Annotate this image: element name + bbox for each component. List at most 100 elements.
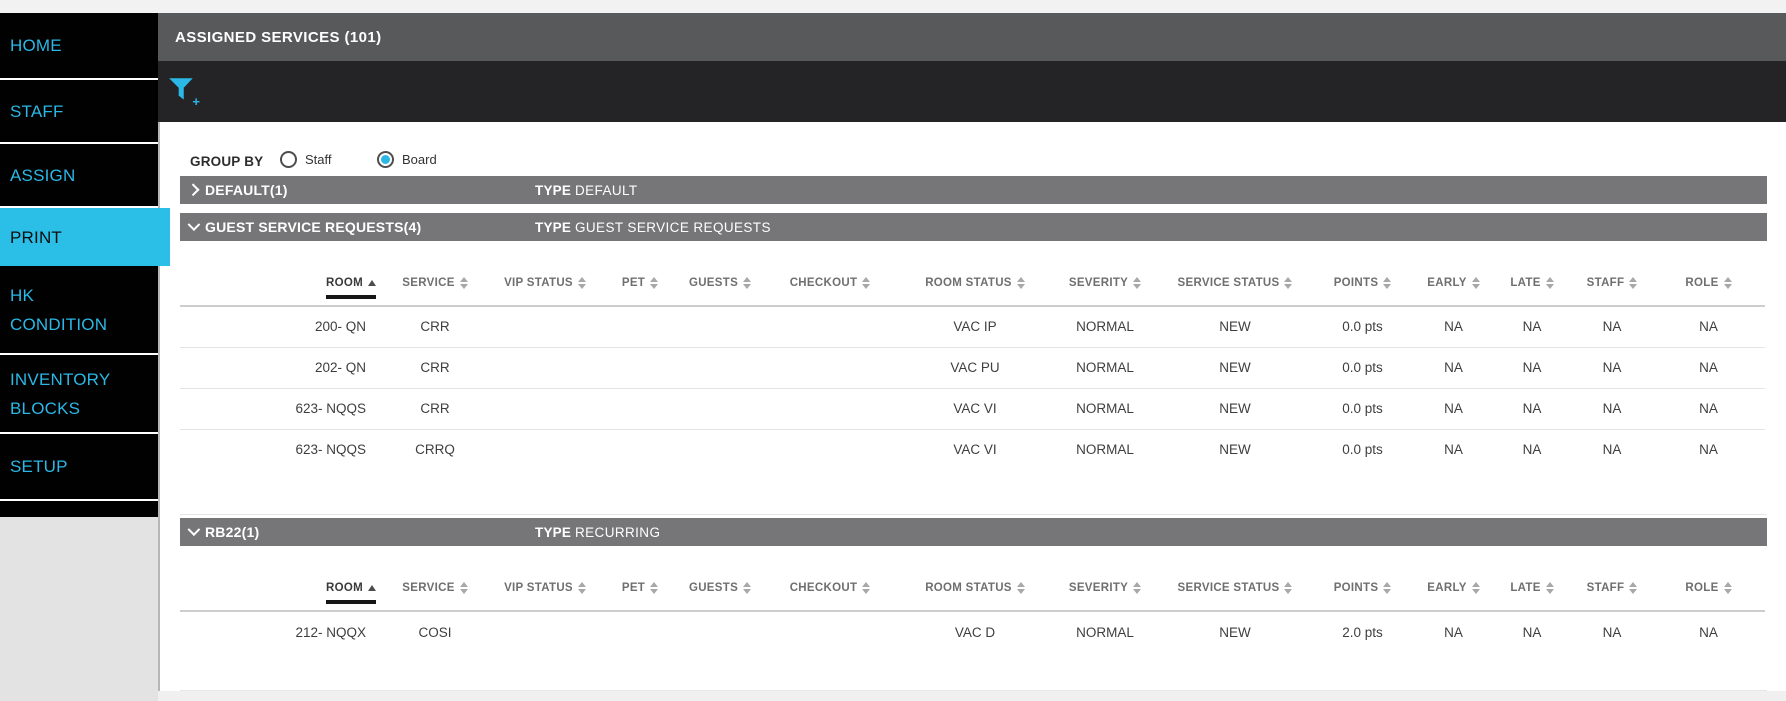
sidebar-item-home[interactable]: HOME <box>0 13 158 78</box>
column-header-room[interactable]: ROOM <box>180 241 380 306</box>
column-header-staff[interactable]: STAFF <box>1572 241 1652 306</box>
column-header-early[interactable]: EARLY <box>1415 546 1492 611</box>
cell-role: NA <box>1652 428 1765 470</box>
sidebar-item-print[interactable]: PRINT <box>0 208 170 266</box>
sort-icon <box>1016 582 1025 594</box>
column-header-checkout[interactable]: CHECKOUT <box>760 241 900 306</box>
cell-vip_status <box>490 610 600 652</box>
sort-icon <box>1471 277 1480 289</box>
column-header-staff[interactable]: STAFF <box>1572 546 1652 611</box>
sidebar-divider <box>0 353 158 355</box>
column-label: STAFF <box>1586 277 1625 289</box>
table-row[interactable]: 623- NQQS CRR VAC VI NORMAL NEW 0.0 pts NA NA NA… <box>180 387 1765 429</box>
filter-add-icon[interactable]: + <box>168 77 202 109</box>
column-header-late[interactable]: LATE <box>1492 241 1572 306</box>
filter-bar: + <box>158 61 1786 122</box>
plus-glyph: + <box>192 94 200 109</box>
column-label: STAFF <box>1586 582 1625 594</box>
column-header-room[interactable]: ROOM <box>180 546 380 611</box>
column-header-guests[interactable]: GUESTS <box>680 241 760 306</box>
column-header-severity[interactable]: SEVERITY <box>1050 241 1160 306</box>
chevron-right-icon <box>186 182 200 196</box>
cell-staff: NA <box>1572 610 1652 652</box>
column-label: ROOM STATUS <box>925 582 1012 594</box>
section-header[interactable]: DEFAULT(1) TYPE DEFAULT <box>180 176 1767 204</box>
sidebar-item-hk-condition[interactable]: HK CONDITION <box>0 266 158 353</box>
column-header-vip_status[interactable]: VIP STATUS <box>490 546 600 611</box>
sort-icon <box>577 277 586 289</box>
cell-points: 0.0 pts <box>1310 305 1415 347</box>
sidebar-item-assign[interactable]: ASSIGN <box>0 144 158 206</box>
table-row[interactable]: 200- QN CRR VAC IP NORMAL NEW 0.0 pts NA NA NA NA <box>180 305 1765 347</box>
column-label: SERVICE <box>402 277 455 289</box>
section-header[interactable]: GUEST SERVICE REQUESTS(4) TYPE GUEST SERVI… <box>180 213 1767 241</box>
column-header-role[interactable]: ROLE <box>1652 546 1765 611</box>
column-header-guests[interactable]: GUESTS <box>680 546 760 611</box>
section-header[interactable]: RB22(1) TYPE RECURRING <box>180 518 1767 546</box>
radio-selected-icon <box>377 151 394 168</box>
column-header-severity[interactable]: SEVERITY <box>1050 546 1160 611</box>
sort-icon <box>1629 277 1638 289</box>
column-header-service[interactable]: SERVICE <box>380 241 490 306</box>
cell-service: COSI <box>380 610 490 652</box>
cell-guests <box>680 305 760 347</box>
cell-checkout <box>760 305 900 347</box>
column-label: ROOM <box>326 582 363 594</box>
section-title: RB22(1) <box>205 524 260 540</box>
column-header-service[interactable]: SERVICE <box>380 546 490 611</box>
section-type-label: TYPE <box>535 182 572 198</box>
section-card: RB22(1) TYPE RECURRING ROOM SERVICE VIP STATU… <box>180 518 1767 691</box>
table-row[interactable]: 623- NQQS CRRQ VAC VI NORMAL NEW 0.0 pts NA NA N… <box>180 428 1765 470</box>
column-header-checkout[interactable]: CHECKOUT <box>760 546 900 611</box>
chevron-down-icon <box>187 217 201 231</box>
sidebar-item-setup[interactable]: SETUP <box>0 434 158 499</box>
sidebar-item-label: SETUP <box>10 457 68 476</box>
column-header-pet[interactable]: PET <box>600 241 680 306</box>
table-row[interactable]: 202- QN CRR VAC PU NORMAL NEW 0.0 pts NA NA NA NA <box>180 346 1765 388</box>
column-label: EARLY <box>1427 277 1467 289</box>
column-header-points[interactable]: POINTS <box>1310 241 1415 306</box>
cell-role: NA <box>1652 346 1765 388</box>
column-header-role[interactable]: ROLE <box>1652 241 1765 306</box>
sort-icon <box>862 277 871 289</box>
cell-late: NA <box>1492 610 1572 652</box>
sort-icon <box>650 582 659 594</box>
sort-icon <box>1383 277 1392 289</box>
sort-icon <box>1723 582 1732 594</box>
column-header-late[interactable]: LATE <box>1492 546 1572 611</box>
cell-service: CRR <box>380 387 490 429</box>
column-header-service_status[interactable]: SERVICE STATUS <box>1160 241 1310 306</box>
section-type-value: GUEST SERVICE REQUESTS <box>575 219 771 235</box>
column-label: SERVICE <box>402 582 455 594</box>
sort-icon <box>650 277 659 289</box>
sidebar-divider <box>0 142 158 144</box>
cell-early: NA <box>1415 387 1492 429</box>
sidebar-item-inventory-blocks[interactable]: INVENTORY BLOCKS <box>0 355 158 432</box>
cell-service_status: NEW <box>1160 610 1310 652</box>
column-header-early[interactable]: EARLY <box>1415 241 1492 306</box>
radio-board[interactable]: Board <box>377 151 437 168</box>
table-row[interactable]: 212- NQQX COSI VAC D NORMAL NEW 2.0 pts NA NA NA… <box>180 610 1765 652</box>
column-header-room_status[interactable]: ROOM STATUS <box>900 241 1050 306</box>
column-header-service_status[interactable]: SERVICE STATUS <box>1160 546 1310 611</box>
services-table: ROOM SERVICE VIP STATUS PET GUESTS CHECKOUT RO… <box>180 546 1765 652</box>
column-header-room_status[interactable]: ROOM STATUS <box>900 546 1050 611</box>
cell-pet <box>600 346 680 388</box>
cell-guests <box>680 428 760 470</box>
sort-icon <box>459 582 468 594</box>
cell-room: 212- NQQX <box>180 610 380 652</box>
column-header-vip_status[interactable]: VIP STATUS <box>490 241 600 306</box>
column-label: LATE <box>1510 277 1541 289</box>
cell-room_status: VAC VI <box>900 387 1050 429</box>
column-header-pet[interactable]: PET <box>600 546 680 611</box>
cell-late: NA <box>1492 305 1572 347</box>
column-header-points[interactable]: POINTS <box>1310 546 1415 611</box>
cell-guests <box>680 387 760 429</box>
sort-icon <box>1471 582 1480 594</box>
cell-vip_status <box>490 346 600 388</box>
sidebar-item-staff[interactable]: STAFF <box>0 80 158 142</box>
cell-room: 623- NQQS <box>180 387 380 429</box>
radio-staff[interactable]: Staff <box>280 151 332 168</box>
cell-early: NA <box>1415 610 1492 652</box>
